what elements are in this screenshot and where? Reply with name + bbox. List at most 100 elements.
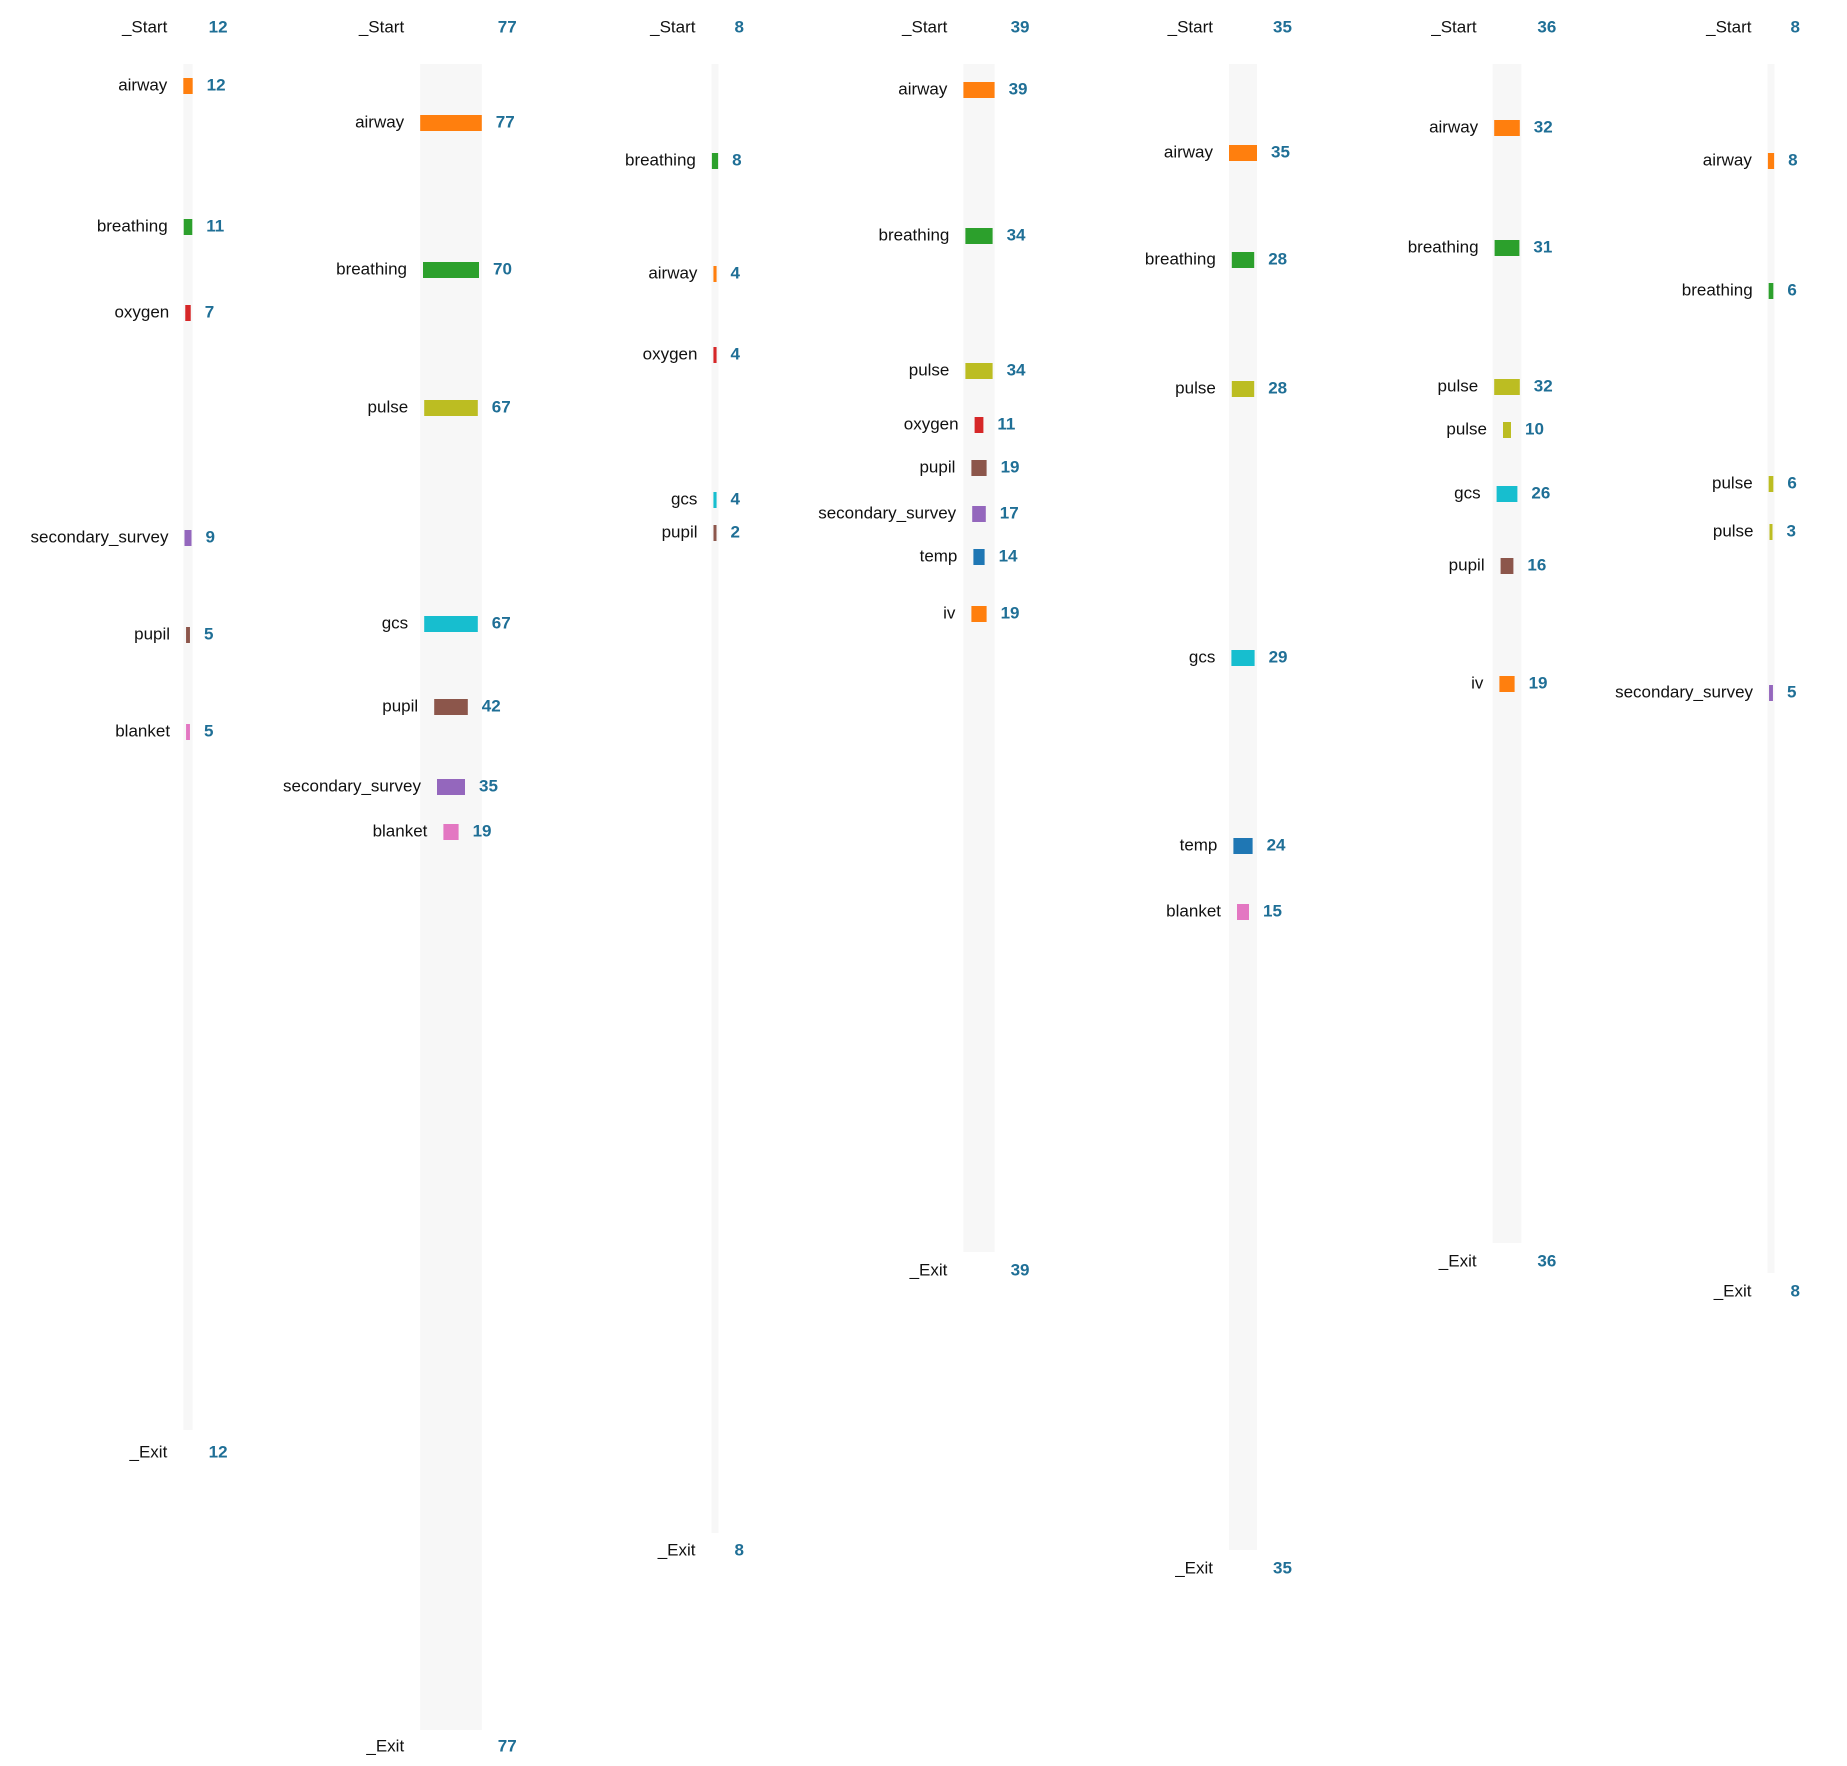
column-1-step-1-label: airway: [118, 75, 168, 94]
column-7-step-1-count: 8: [1788, 150, 1797, 169]
column-5-step-1-count: 35: [1271, 142, 1290, 161]
column-6-step-6-count: 16: [1527, 555, 1546, 574]
column-5-exit-count: 35: [1273, 1558, 1292, 1577]
column-6-step-1-count: 32: [1534, 117, 1553, 136]
column-3-step-1-bar: [711, 153, 719, 169]
column-5-step-1-label: airway: [1164, 142, 1214, 161]
column-7-step-4-bar: [1769, 524, 1773, 540]
column-7-step-5-label: secondary_survey: [1615, 682, 1753, 701]
column-1-track: [183, 64, 193, 1430]
column-3-exit-label: _Exit: [657, 1540, 696, 1559]
column-4-step-1-count: 39: [1009, 79, 1028, 98]
column-5-step-5-label: temp: [1180, 835, 1218, 854]
column-6-step-4-label: pulse: [1446, 419, 1487, 438]
column-1-start-label: _Start: [121, 17, 168, 36]
column-4-step-8-count: 19: [1001, 603, 1020, 622]
column-3-start-label: _Start: [649, 17, 696, 36]
column-5-start-label: _Start: [1167, 17, 1214, 36]
column-3-step-2-bar: [713, 266, 717, 282]
column-1-exit-count: 12: [209, 1442, 228, 1461]
column-6-step-2-count: 31: [1533, 237, 1552, 256]
column-2-step-7-count: 19: [473, 821, 492, 840]
column-6-step-3-count: 32: [1534, 376, 1553, 395]
column-4-step-4-label: oxygen: [904, 414, 959, 433]
column-3-step-5-count: 2: [731, 522, 740, 541]
column-7-step-3-label: pulse: [1712, 473, 1753, 492]
column-5-step-2-label: breathing: [1145, 249, 1216, 268]
column-4-step-4-bar: [974, 417, 984, 433]
column-1-step-2-label: breathing: [97, 216, 168, 235]
column-7-step-2-bar: [1768, 283, 1774, 299]
column-1-step-3-label: oxygen: [114, 302, 169, 321]
column-3-step-5-label: pupil: [662, 522, 698, 541]
column-1-step-6-count: 5: [204, 721, 213, 740]
column-7-step-5-count: 5: [1787, 682, 1796, 701]
column-2-step-6-label: secondary_survey: [283, 776, 421, 795]
column-2-step-3-count: 67: [492, 397, 511, 416]
column-2-step-4-bar: [424, 616, 478, 632]
column-3-step-5-bar: [713, 525, 717, 541]
column-4-step-2-label: breathing: [879, 225, 950, 244]
column-1-step-4-bar: [184, 530, 192, 546]
column-2-step-6-count: 35: [479, 776, 498, 795]
column-4-step-5-label: pupil: [919, 457, 955, 476]
column-6-exit-count: 36: [1537, 1251, 1556, 1270]
column-7-start-label: _Start: [1705, 17, 1752, 36]
column-5-step-2-count: 28: [1268, 249, 1287, 268]
column-5-step-3-bar: [1231, 381, 1255, 397]
column-5-exit-label: _Exit: [1174, 1558, 1213, 1577]
column-4-step-7-bar: [973, 549, 985, 565]
column-1-step-1-bar: [183, 78, 193, 94]
column-5-step-4-count: 29: [1269, 647, 1288, 666]
column-2-exit-label: _Exit: [365, 1736, 404, 1755]
column-7-step-4-count: 3: [1787, 521, 1796, 540]
column-2-step-4-label: gcs: [382, 613, 408, 632]
column-7-step-1-label: airway: [1703, 150, 1753, 169]
column-2-step-3-label: pulse: [368, 397, 409, 416]
column-4-step-8-label: iv: [943, 603, 956, 622]
column-4-step-8-bar: [971, 606, 987, 622]
column-6-step-7-label: iv: [1471, 673, 1484, 692]
column-2-step-1-count: 77: [496, 112, 515, 131]
column-2-step-6-bar: [437, 779, 465, 795]
column-4-step-5-count: 19: [1001, 457, 1020, 476]
column-4-step-6-count: 17: [1000, 503, 1019, 522]
column-4-step-7-count: 14: [999, 546, 1018, 565]
column-2-step-4-count: 67: [492, 613, 511, 632]
column-4-step-3-count: 34: [1007, 360, 1026, 379]
column-6-step-1-bar: [1494, 120, 1520, 136]
column-2-step-7-label: blanket: [373, 821, 428, 840]
column-4-step-1-bar: [963, 82, 995, 98]
column-2-step-2-bar: [423, 262, 479, 278]
column-2-step-5-label: pupil: [382, 696, 418, 715]
column-5-step-3-label: pulse: [1175, 378, 1216, 397]
column-5-step-6-bar: [1237, 904, 1249, 920]
column-1-step-4-count: 9: [206, 527, 215, 546]
column-3-step-4-label: gcs: [671, 489, 697, 508]
column-6-step-5-count: 26: [1531, 483, 1550, 502]
column-7-step-4-label: pulse: [1713, 521, 1754, 540]
column-5-step-3-count: 28: [1268, 378, 1287, 397]
column-6-step-5-label: gcs: [1454, 483, 1480, 502]
column-7-step-5-bar: [1769, 685, 1773, 701]
column-2-step-2-count: 70: [493, 259, 512, 278]
column-3-exit-count: 8: [735, 1540, 744, 1559]
column-2-track: [420, 64, 482, 1730]
column-5-step-5-count: 24: [1267, 835, 1286, 854]
column-3-step-3-bar: [713, 347, 717, 363]
column-2-exit-count: 77: [498, 1736, 517, 1755]
column-5-step-2-bar: [1231, 252, 1255, 268]
column-6-step-3-bar: [1494, 379, 1520, 395]
column-1-step-2-bar: [183, 219, 193, 235]
column-6-start-count: 36: [1537, 17, 1556, 36]
column-1-step-1-count: 12: [207, 75, 226, 94]
column-2-step-5-bar: [434, 699, 468, 715]
column-1-start-count: 12: [209, 17, 228, 36]
column-5-step-4-bar: [1231, 650, 1255, 666]
column-2-step-1-bar: [420, 115, 482, 131]
column-7-step-2-count: 6: [1787, 280, 1796, 299]
column-1-step-5-count: 5: [204, 624, 213, 643]
column-7-track: [1767, 64, 1775, 1273]
column-1-step-6-label: blanket: [115, 721, 170, 740]
